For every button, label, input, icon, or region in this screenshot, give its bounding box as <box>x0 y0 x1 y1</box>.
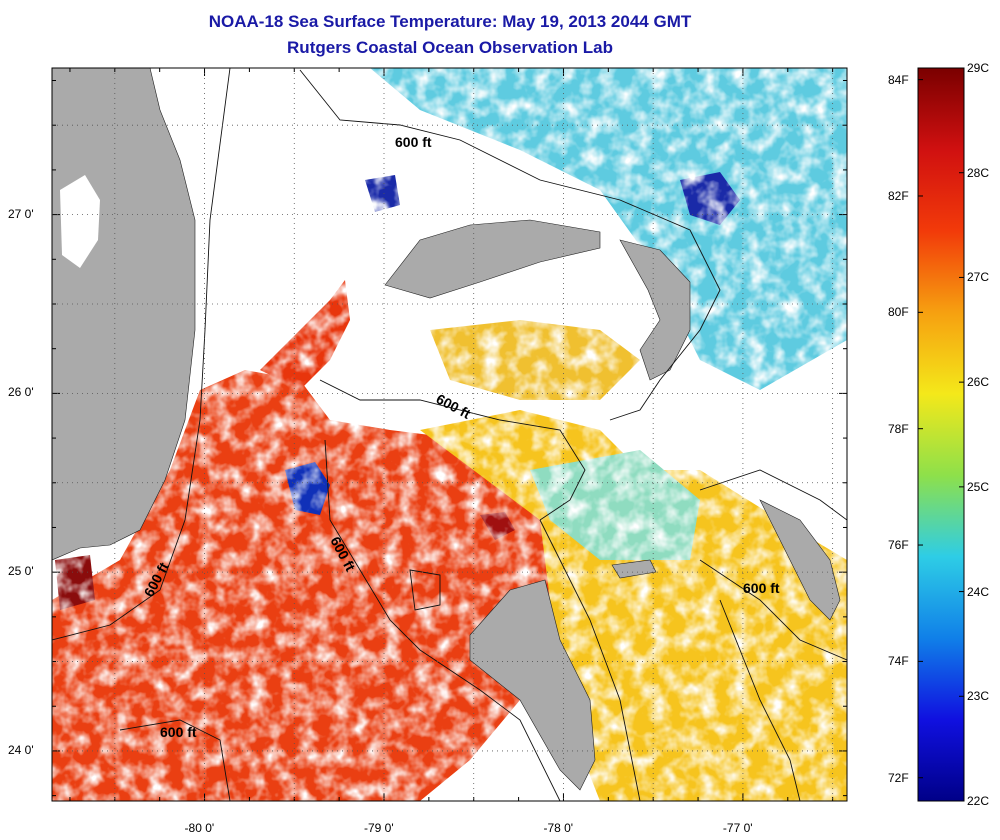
contour-label: 600 ft <box>395 134 432 150</box>
colorbar-ticks <box>918 67 964 802</box>
graticule <box>52 68 847 801</box>
x-tick-label: -79 0' <box>363 821 394 835</box>
colorbar-label-fahrenheit: 74F <box>888 654 909 669</box>
colorbar <box>917 67 965 802</box>
colorbar-label-fahrenheit: 72F <box>888 770 909 785</box>
colorbar-label-celsius: 26C <box>967 375 990 390</box>
contour-label: 600 ft <box>160 724 197 740</box>
x-tick-label: -78 0' <box>543 821 574 835</box>
lake-okeechobee <box>60 175 100 268</box>
colorbar-label-fahrenheit: 84F <box>888 72 909 87</box>
colorbar-label-celsius: 22C <box>967 794 990 808</box>
colorbar-label-celsius: 25C <box>967 479 990 494</box>
y-tick-label: 25 0' <box>8 564 34 579</box>
land-andros <box>469 579 596 791</box>
land-new-providence <box>611 559 657 579</box>
land-abaco <box>619 239 691 381</box>
y-tick-label: 24 0' <box>8 742 34 757</box>
colorbar-label-celsius: 23C <box>967 689 990 704</box>
plot-frame <box>51 67 848 802</box>
x-tick-label: -77 0' <box>722 821 753 835</box>
map-subtitle: Rutgers Coastal Ocean Observation Lab <box>287 38 613 57</box>
isobath-contours <box>52 68 847 801</box>
y-tick-label: 27 0' <box>8 206 34 221</box>
land-eleuthera <box>759 499 841 621</box>
y-tick-label: 26 0' <box>8 385 34 400</box>
map-plot-area <box>52 68 847 801</box>
colorbar-label-fahrenheit: 80F <box>888 305 909 320</box>
colorbar-label-celsius: 29C <box>967 61 990 75</box>
x-tick-label: -80 0' <box>184 821 215 835</box>
colorbar-label-fahrenheit: 78F <box>888 421 909 436</box>
map-title: NOAA-18 Sea Surface Temperature: May 19,… <box>208 12 692 31</box>
colorbar-label-celsius: 28C <box>967 165 990 180</box>
colorbar-label-celsius: 24C <box>967 584 990 599</box>
colorbar-label-fahrenheit: 76F <box>888 538 909 553</box>
land-grand-bahama <box>384 219 601 299</box>
colorbar-label-fahrenheit: 82F <box>888 188 909 203</box>
colorbar-label-celsius: 27C <box>967 270 990 285</box>
contour-label: 600 ft <box>743 580 780 596</box>
